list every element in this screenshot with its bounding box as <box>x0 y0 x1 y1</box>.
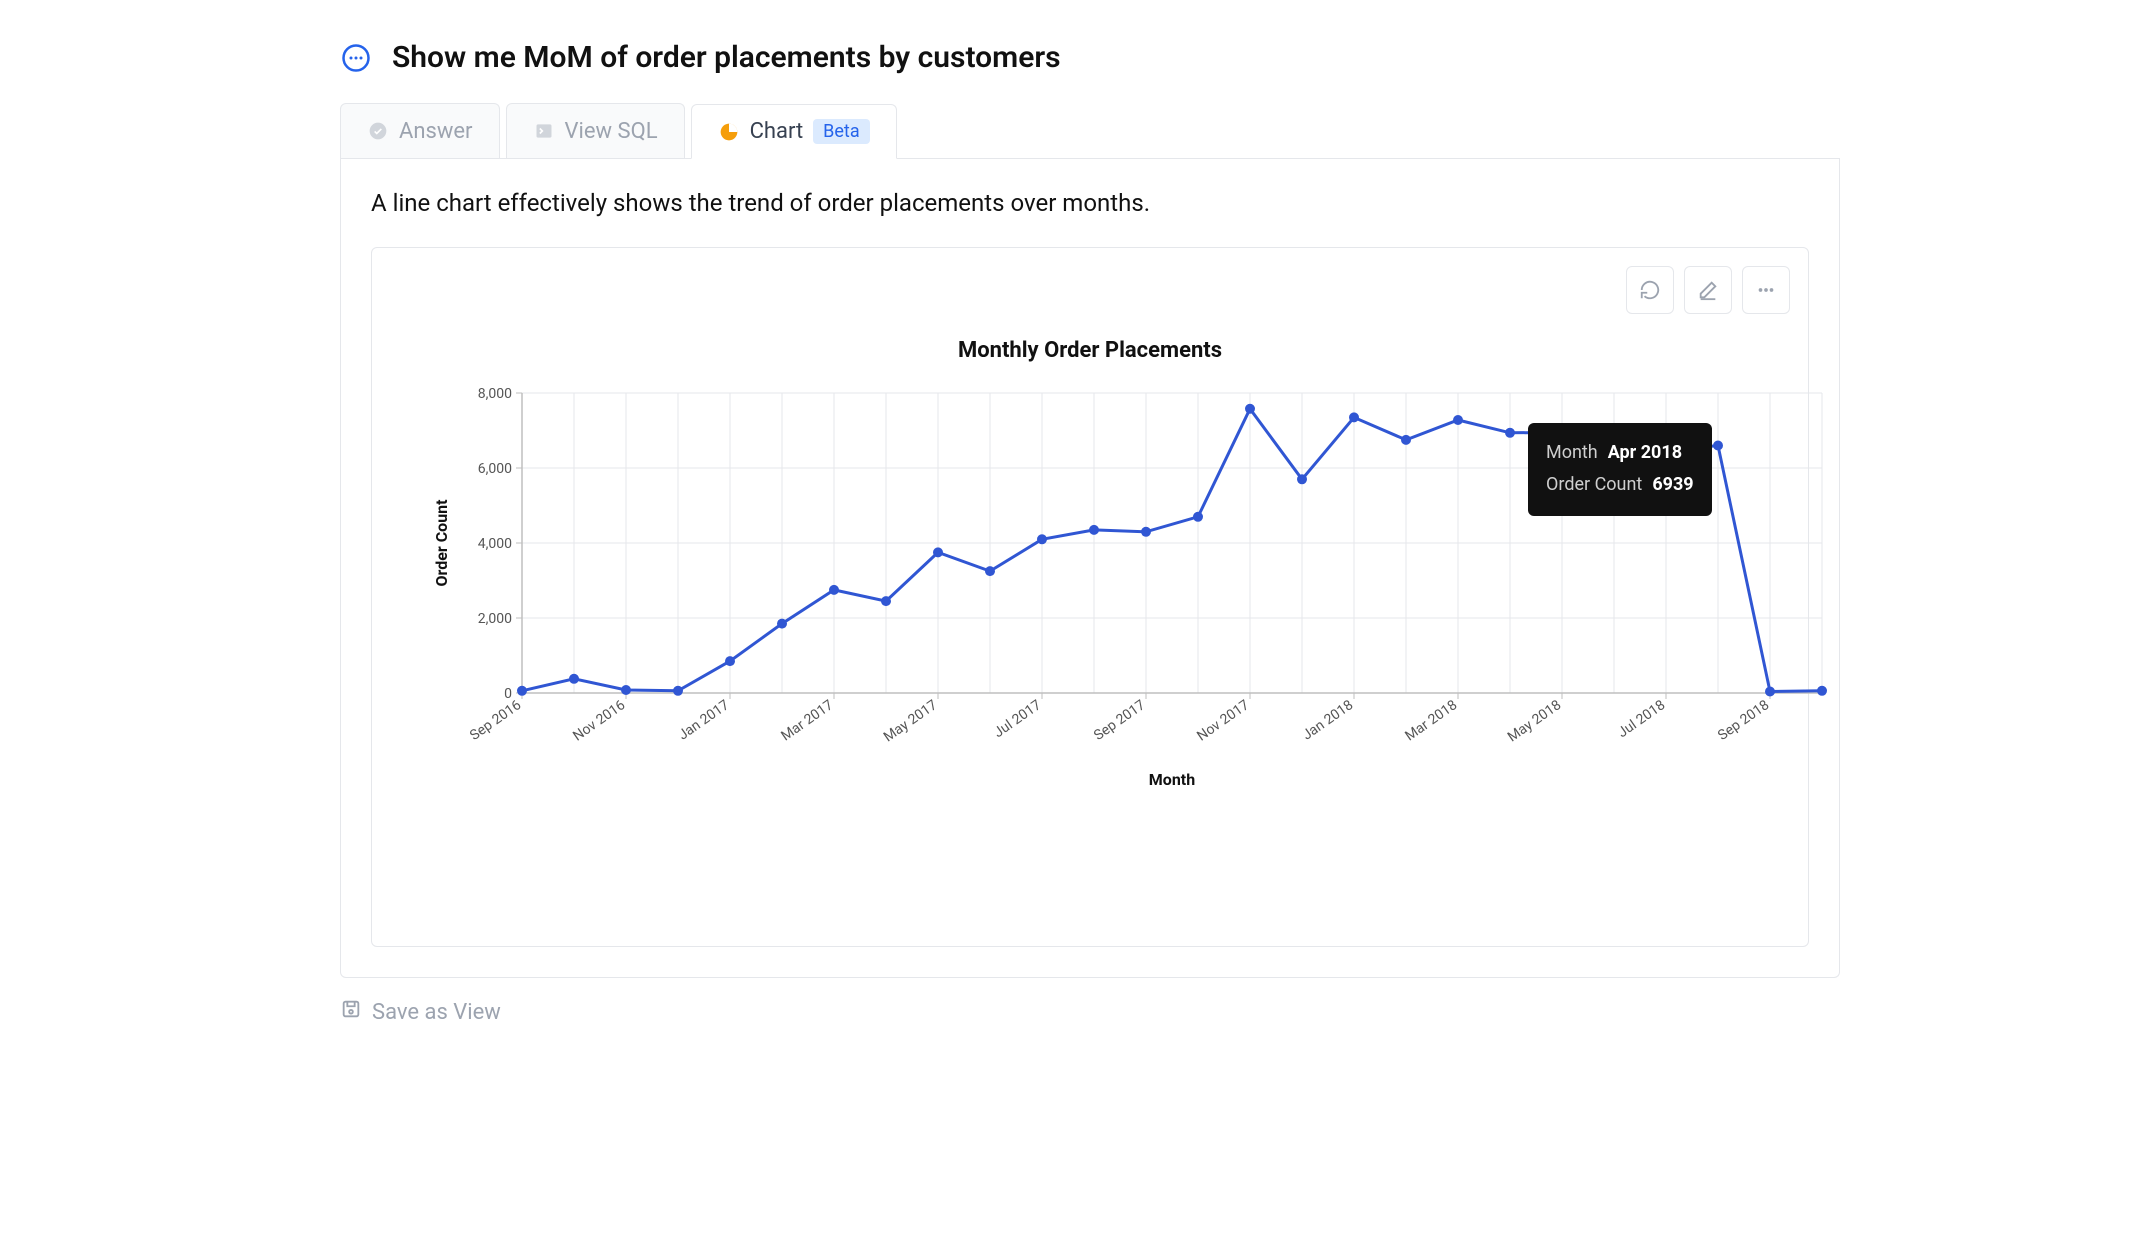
tab-view-sql-label: View SQL <box>565 119 658 144</box>
svg-text:Jan 2018: Jan 2018 <box>1300 697 1357 743</box>
tabs: Answer View SQL Chart Beta <box>340 103 1840 159</box>
terminal-icon <box>533 120 555 142</box>
svg-text:Month: Month <box>1149 770 1195 789</box>
svg-text:Jan 2017: Jan 2017 <box>676 697 733 743</box>
more-button[interactable] <box>1742 266 1790 314</box>
tab-chart-label: Chart <box>750 119 804 144</box>
chart-title: Monthly Order Placements <box>412 338 1768 363</box>
save-icon <box>340 998 362 1026</box>
pie-chart-icon <box>718 121 740 143</box>
svg-text:Jul 2017: Jul 2017 <box>991 697 1044 741</box>
tooltip-count-label: Order Count <box>1546 474 1642 495</box>
svg-text:Mar 2018: Mar 2018 <box>1402 697 1460 744</box>
edit-button[interactable] <box>1684 266 1732 314</box>
svg-text:Order Count: Order Count <box>432 499 451 587</box>
footer: Save as View <box>340 998 1840 1026</box>
chart-panel: A line chart effectively shows the trend… <box>340 159 1840 978</box>
tab-answer[interactable]: Answer <box>340 103 500 158</box>
svg-text:8,000: 8,000 <box>478 386 512 402</box>
tooltip-month-value: Apr 2018 <box>1608 442 1682 463</box>
tab-answer-label: Answer <box>399 119 473 144</box>
tab-view-sql[interactable]: View SQL <box>506 103 685 158</box>
chat-icon <box>340 42 372 74</box>
tooltip-count-value: 6939 <box>1652 474 1693 495</box>
tab-chart[interactable]: Chart Beta <box>691 104 897 159</box>
svg-text:May 2018: May 2018 <box>1505 697 1565 745</box>
chart-description: A line chart effectively shows the trend… <box>371 189 1809 217</box>
svg-text:Sep 2017: Sep 2017 <box>1091 697 1148 744</box>
save-as-view-button[interactable]: Save as View <box>372 1000 501 1025</box>
chart-toolbar <box>1626 266 1790 314</box>
chart-card: Monthly Order Placements 02,0004,0006,00… <box>371 247 1809 947</box>
svg-text:May 2017: May 2017 <box>881 697 941 745</box>
query-text: Show me MoM of order placements by custo… <box>392 40 1061 75</box>
refresh-button[interactable] <box>1626 266 1674 314</box>
tooltip-month-label: Month <box>1546 442 1598 463</box>
query-row: Show me MoM of order placements by custo… <box>340 40 1840 75</box>
svg-text:Jul 2018: Jul 2018 <box>1615 697 1668 741</box>
svg-text:Nov 2016: Nov 2016 <box>570 697 628 744</box>
svg-text:Sep 2016: Sep 2016 <box>467 697 524 744</box>
line-chart: 02,0004,0006,0008,000Sep 2016Nov 2016Jan… <box>412 373 1768 797</box>
svg-text:Mar 2017: Mar 2017 <box>778 697 836 744</box>
svg-text:Nov 2017: Nov 2017 <box>1194 697 1252 744</box>
beta-badge: Beta <box>813 119 869 144</box>
svg-text:6,000: 6,000 <box>478 461 512 477</box>
chart-area: Monthly Order Placements 02,0004,0006,00… <box>412 338 1768 797</box>
svg-text:4,000: 4,000 <box>478 536 512 552</box>
svg-text:2,000: 2,000 <box>478 611 512 627</box>
chart-tooltip: Month Apr 2018 Order Count 6939 <box>1528 423 1712 516</box>
svg-text:Sep 2018: Sep 2018 <box>1715 697 1772 744</box>
check-circle-icon <box>367 120 389 142</box>
